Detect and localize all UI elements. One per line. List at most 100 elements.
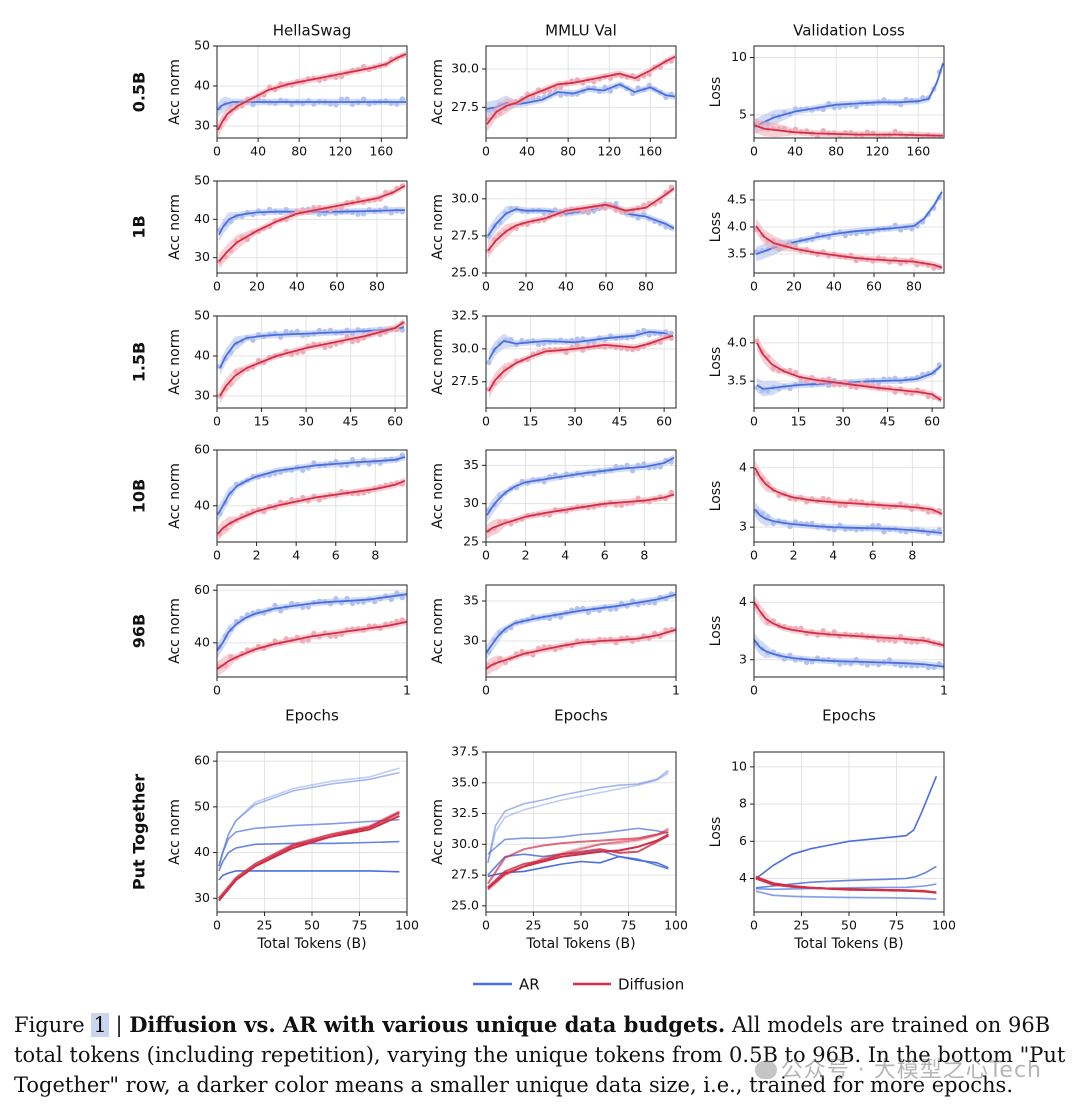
x-tick-label: 50 <box>841 918 857 933</box>
confidence-band <box>488 185 674 259</box>
x-tick-label: 60 <box>656 414 672 429</box>
x-tick-label: 20 <box>518 279 534 294</box>
series-line <box>217 620 407 670</box>
plot-area <box>217 452 406 541</box>
data-point <box>663 627 669 633</box>
axes-frame <box>485 315 677 409</box>
y-tick-label: 27.5 <box>451 867 479 882</box>
data-point <box>815 231 821 237</box>
data-point <box>283 636 289 642</box>
axes-frame <box>485 45 677 139</box>
data-point <box>864 230 871 236</box>
x-tick-label: 15 <box>523 414 539 429</box>
series-line <box>486 456 675 516</box>
column-title: MMLU Val <box>545 22 617 40</box>
y-tick-label: 32.5 <box>451 308 479 323</box>
data-point <box>787 524 793 530</box>
data-point <box>864 129 871 135</box>
x-tick-label: 6 <box>332 548 340 563</box>
data-point <box>278 334 284 340</box>
y-tick-label: 50 <box>194 173 210 188</box>
data-point <box>776 492 782 499</box>
data-point <box>278 608 284 614</box>
x-tick-label: 0 <box>213 279 221 294</box>
series-line <box>218 840 400 872</box>
x-tick-label: 0 <box>213 683 221 698</box>
x-tick-label: 40 <box>289 279 305 294</box>
y-tick-label: 30 <box>194 249 210 264</box>
data-point <box>327 207 333 213</box>
series-line <box>487 827 669 889</box>
data-point <box>344 96 350 102</box>
row-label: 1.5B <box>130 342 149 383</box>
data-point <box>361 63 367 70</box>
data-point <box>635 495 641 501</box>
series-line <box>755 877 937 894</box>
data-point <box>870 523 876 529</box>
data-point <box>311 460 317 466</box>
legend-ar-label: AR <box>519 976 540 994</box>
data-point <box>311 630 317 636</box>
data-point <box>837 104 843 110</box>
x-tick-label: 80 <box>906 279 922 294</box>
x-tick-label: 0 <box>750 144 758 159</box>
x-tick-label: 60 <box>924 414 940 429</box>
data-point <box>618 209 625 215</box>
y-tick-label: 60 <box>194 582 210 597</box>
caption-figure-number[interactable]: 1 <box>91 1013 109 1037</box>
chart-panel <box>750 315 945 412</box>
plot-area <box>754 335 942 404</box>
data-point <box>607 75 614 81</box>
data-point <box>875 637 882 643</box>
x-tick-label: 45 <box>880 414 896 429</box>
data-point <box>294 328 300 334</box>
data-point <box>646 332 652 338</box>
x-tick-label: 40 <box>519 144 535 159</box>
row-label: 0.5B <box>130 72 149 113</box>
x-tick-label: 8 <box>371 548 379 563</box>
data-point <box>289 351 295 358</box>
caption-prefix: Figure <box>14 1013 92 1037</box>
data-point <box>770 365 777 371</box>
x-tick-label: 100 <box>395 918 419 933</box>
y-tick-label: 3.5 <box>727 373 747 388</box>
data-point <box>881 637 887 643</box>
confidence-band <box>757 335 941 404</box>
data-point <box>294 208 300 214</box>
data-point <box>344 333 350 340</box>
data-point <box>792 369 799 375</box>
data-point <box>300 467 306 473</box>
data-point <box>909 226 915 232</box>
data-point <box>283 206 289 213</box>
x-tick-label: 75 <box>621 918 637 933</box>
series-line <box>217 456 406 515</box>
row-label: 1B <box>130 215 149 238</box>
data-point <box>914 262 920 268</box>
chart-panel <box>482 45 677 142</box>
chart-panel <box>213 449 408 546</box>
data-point <box>486 359 492 365</box>
y-tick-label: 50 <box>194 38 210 53</box>
confidence-band <box>755 60 943 134</box>
axes-frame <box>216 315 408 409</box>
x-tick-label: 75 <box>889 918 905 933</box>
data-point <box>837 502 843 508</box>
x-axis-label: Total Tokens (B) <box>525 936 635 952</box>
data-point <box>399 452 405 458</box>
series-line <box>486 593 676 654</box>
chart-panel <box>213 584 408 681</box>
data-point <box>591 79 597 85</box>
epochs-label: Epochs <box>554 707 608 725</box>
y-tick-label: 25.0 <box>451 265 479 280</box>
data-point <box>925 509 931 515</box>
plot-area <box>755 775 938 901</box>
data-point <box>765 514 771 520</box>
x-tick-label: 8 <box>908 548 916 563</box>
chart-panel <box>482 315 677 412</box>
y-tick-label: 40 <box>194 497 210 512</box>
data-point <box>311 204 317 211</box>
x-tick-label: 160 <box>638 144 662 159</box>
y-tick-label: 4.5 <box>727 191 747 206</box>
caption-separator: | <box>108 1013 130 1037</box>
data-point <box>787 386 793 392</box>
